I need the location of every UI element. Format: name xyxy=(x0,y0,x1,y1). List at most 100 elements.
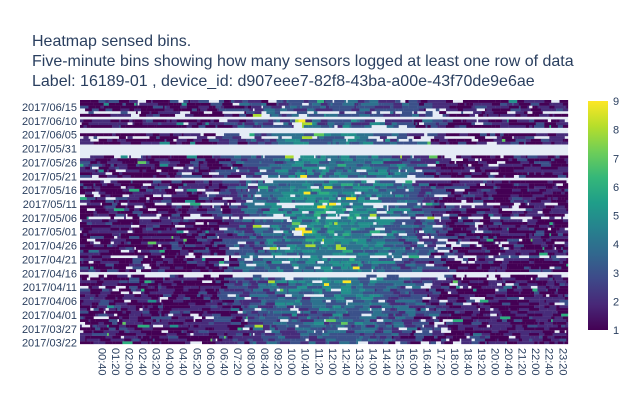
heatmap-cell xyxy=(434,205,442,209)
heatmap-cell xyxy=(110,227,120,231)
heatmap-cell xyxy=(159,249,165,253)
heatmap-cell xyxy=(139,197,147,200)
heatmap-cell xyxy=(464,174,472,178)
heatmap-cell xyxy=(332,305,335,309)
heatmap-cell xyxy=(273,313,282,317)
heatmap-cell xyxy=(176,163,181,167)
heatmap-cell xyxy=(413,316,423,320)
heatmap-cell xyxy=(564,158,569,162)
heatmap-cell xyxy=(254,230,259,234)
heatmap-cell xyxy=(417,158,421,162)
heatmap-cell xyxy=(186,266,196,270)
heatmap-cell xyxy=(544,219,550,223)
heatmap-cell xyxy=(366,194,372,198)
heatmap-cell xyxy=(461,280,470,284)
heatmap-cell xyxy=(476,313,479,317)
heatmap-cell xyxy=(227,235,235,239)
heatmap-cell xyxy=(513,246,521,250)
heatmap-cell xyxy=(376,213,381,217)
heatmap-cell xyxy=(227,233,233,237)
heatmap-cell xyxy=(351,227,357,231)
heatmap-cell xyxy=(102,183,108,187)
heatmap-cell xyxy=(286,285,298,289)
heatmap-cell xyxy=(174,238,184,242)
heatmap-cell xyxy=(479,174,489,178)
heatmap-cell xyxy=(80,169,87,173)
heatmap-cell xyxy=(129,249,133,253)
heatmap-cell xyxy=(176,183,179,187)
heatmap-cell xyxy=(405,291,409,295)
heatmap-cell xyxy=(268,241,274,245)
heatmap-cell xyxy=(185,224,194,228)
heatmap-cell xyxy=(107,269,118,273)
heatmap-cell xyxy=(225,241,228,245)
heatmap-cell xyxy=(146,246,157,250)
heatmap-cell xyxy=(208,246,220,250)
heatmap-cell xyxy=(503,285,513,289)
heatmap-cell xyxy=(137,158,145,162)
heatmap-cell xyxy=(429,180,438,184)
heatmap-cell xyxy=(164,158,169,162)
heatmap-cell xyxy=(342,219,350,223)
heatmap-cell xyxy=(149,172,160,176)
heatmap-cell xyxy=(557,197,562,200)
heatmap-cell xyxy=(466,249,469,253)
heatmap-cell xyxy=(186,263,198,267)
heatmap-cell xyxy=(346,283,352,286)
heatmap-cell xyxy=(252,197,257,200)
heatmap-cell xyxy=(242,307,245,311)
heatmap-cell xyxy=(193,163,199,167)
heatmap-cell xyxy=(191,210,198,214)
heatmap-cell xyxy=(371,302,381,306)
heatmap-cell xyxy=(137,285,147,289)
heatmap-cell xyxy=(430,341,433,345)
heatmap-cell xyxy=(545,208,552,212)
heatmap-cell xyxy=(537,235,542,239)
heatmap-cell xyxy=(80,185,84,189)
heatmap-cell xyxy=(378,249,389,253)
heatmap-cell xyxy=(566,249,569,253)
heatmap-cell xyxy=(118,280,128,284)
heatmap-cell xyxy=(129,263,135,267)
heatmap-cell xyxy=(437,263,443,267)
heatmap-cell xyxy=(247,185,259,189)
heatmap-cell xyxy=(540,199,552,203)
heatmap-cell xyxy=(310,227,313,231)
heatmap-cell xyxy=(83,330,89,334)
heatmap-cell xyxy=(135,310,143,314)
heatmap-cell xyxy=(410,155,413,159)
heatmap-cell xyxy=(430,199,435,203)
heatmap-cell xyxy=(217,174,225,178)
heatmap-cell xyxy=(127,307,137,311)
heatmap-cell xyxy=(202,213,213,217)
heatmap-cell xyxy=(90,161,98,164)
heatmap-cell xyxy=(346,180,350,184)
heatmap-cell xyxy=(352,266,360,270)
heatmap-cell xyxy=(198,335,206,339)
heatmap-cell xyxy=(481,188,491,192)
heatmap-cell xyxy=(191,233,198,237)
heatmap-cell xyxy=(451,313,462,317)
heatmap-cell xyxy=(198,163,201,167)
heatmap-cell xyxy=(166,285,174,289)
heatmap-cell xyxy=(118,174,123,178)
heatmap-cell xyxy=(179,263,187,267)
heatmap-cell xyxy=(322,285,331,289)
heatmap-cell xyxy=(500,224,511,228)
heatmap-cell xyxy=(383,158,391,162)
heatmap-cell xyxy=(483,194,489,198)
heatmap-cell xyxy=(254,332,262,336)
heatmap-cell xyxy=(540,244,548,248)
heatmap-cell xyxy=(322,327,326,331)
heatmap-cell xyxy=(340,285,352,289)
heatmap-cell xyxy=(173,313,182,317)
heatmap-cell xyxy=(90,172,93,176)
heatmap-cell xyxy=(405,199,408,203)
heatmap-cell xyxy=(386,324,392,328)
heatmap-cell xyxy=(217,222,225,225)
heatmap-cell xyxy=(291,319,298,322)
heatmap-cell xyxy=(420,205,423,209)
heatmap-cell xyxy=(557,263,565,267)
heatmap-cell xyxy=(425,197,431,200)
heatmap-cell xyxy=(374,252,381,256)
